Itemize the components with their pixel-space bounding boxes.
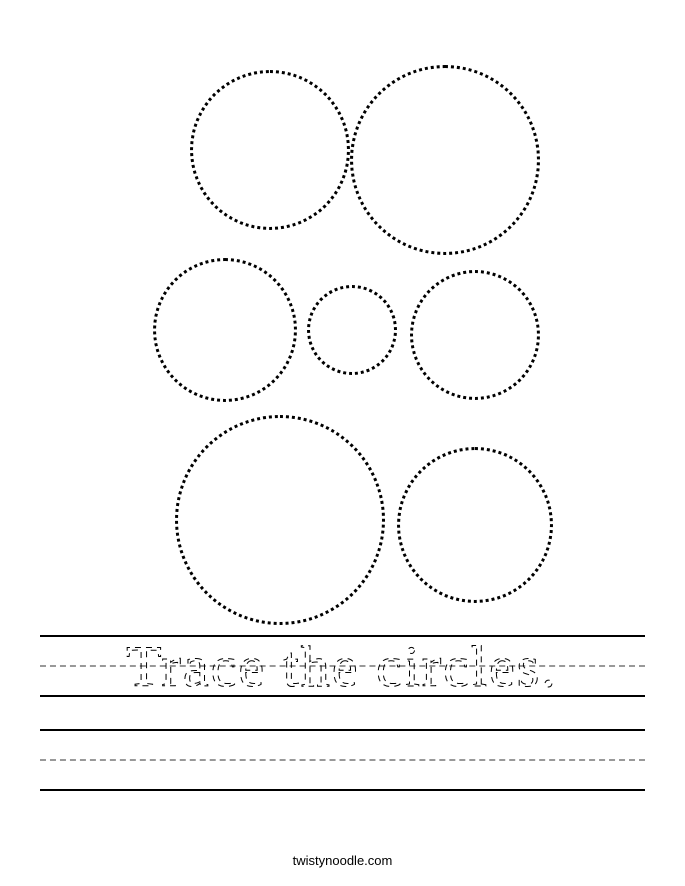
- dotted-circle-6: [175, 415, 385, 625]
- svg-text:Trace the circles.: Trace the circles.: [126, 634, 558, 699]
- dotted-circle-3: [153, 258, 297, 402]
- line-mid: [40, 759, 645, 761]
- writing-line-1: Trace the circles.: [40, 635, 645, 697]
- writing-lines: Trace the circles.: [40, 635, 645, 823]
- writing-line-2: [40, 729, 645, 791]
- dotted-circle-7: [397, 447, 553, 603]
- dotted-circle-1: [190, 70, 350, 230]
- line-top: [40, 729, 645, 731]
- trace-text: Trace the circles.: [40, 631, 645, 701]
- circles-area: [0, 30, 685, 610]
- footer-attribution: twistynoodle.com: [0, 853, 685, 868]
- line-bottom: [40, 789, 645, 791]
- dotted-circle-5: [410, 270, 540, 400]
- dotted-circle-4: [307, 285, 397, 375]
- dotted-circle-2: [350, 65, 540, 255]
